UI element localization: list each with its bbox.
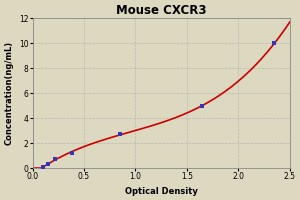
X-axis label: Optical Density: Optical Density xyxy=(125,187,198,196)
Point xyxy=(200,104,205,107)
Point xyxy=(272,42,277,45)
Point xyxy=(46,163,50,166)
Point xyxy=(53,158,58,161)
Point xyxy=(118,133,122,136)
Y-axis label: Concentration(ng/mL): Concentration(ng/mL) xyxy=(4,41,13,145)
Point xyxy=(40,165,45,168)
Point xyxy=(69,151,74,154)
Title: Mouse CXCR3: Mouse CXCR3 xyxy=(116,4,206,17)
